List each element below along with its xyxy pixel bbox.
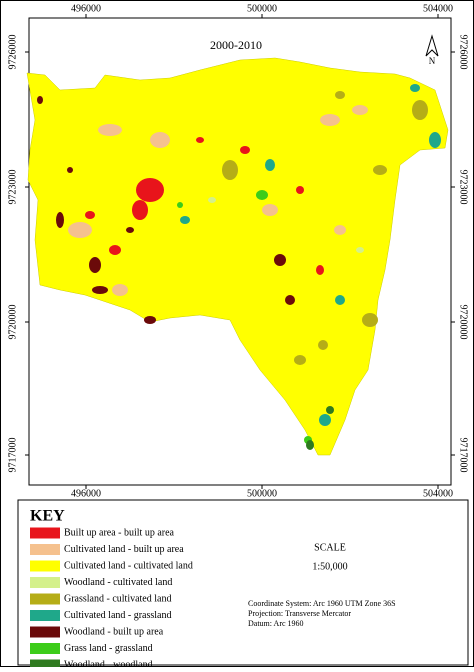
land-patch xyxy=(294,355,306,365)
legend-label: Cultivated land - built up area xyxy=(64,544,184,555)
legend-label: Woodland - woodland xyxy=(64,659,153,667)
land-patch xyxy=(319,414,331,426)
land-patch xyxy=(274,254,286,266)
land-patch xyxy=(240,146,250,154)
land-patch xyxy=(334,225,346,235)
y-coord-label: 9723000 xyxy=(458,170,469,205)
legend-label: Grassland - cultivated land xyxy=(64,593,171,604)
land-patch xyxy=(352,105,368,115)
land-patch xyxy=(373,165,387,175)
legend-swatch xyxy=(30,577,60,588)
scale-title: SCALE xyxy=(314,542,346,553)
legend-swatch xyxy=(30,659,60,671)
legend-swatch xyxy=(30,544,60,555)
land-patch xyxy=(306,440,314,450)
land-patch xyxy=(410,84,420,92)
legend-label: Built up area - built up area xyxy=(64,527,175,538)
legend-swatch xyxy=(30,527,60,539)
land-patch xyxy=(316,265,324,275)
legend-label: Cultivated land - cultivated land xyxy=(64,560,193,571)
legend-label: Grass land - grassland xyxy=(64,643,153,654)
legend-box xyxy=(17,499,469,666)
land-patch xyxy=(356,247,364,253)
y-coord-label: 9726000 xyxy=(7,35,18,70)
land-patch xyxy=(112,284,128,296)
land-patch xyxy=(85,211,95,219)
land-patch xyxy=(196,137,204,143)
land-patch xyxy=(320,114,340,126)
y-coord-label: 9720000 xyxy=(458,305,469,340)
x-coord-label: 504000 xyxy=(423,3,453,14)
x-coord-label: 500000 xyxy=(247,3,277,14)
scale-ratio: 1:50,000 xyxy=(312,561,347,572)
legend-swatch xyxy=(30,626,60,638)
land-patch xyxy=(180,216,190,224)
y-coord-label: 9717000 xyxy=(7,438,18,473)
north-label: N xyxy=(429,56,436,66)
legend-label: Woodland - cultivated land xyxy=(64,577,172,588)
land-patch xyxy=(89,257,101,273)
key-title: KEY xyxy=(30,508,65,525)
land-patch xyxy=(177,202,183,208)
land-patch xyxy=(150,132,170,148)
land-patch xyxy=(362,313,378,327)
land-patch xyxy=(222,160,238,180)
land-patches xyxy=(37,84,441,450)
legend-swatch xyxy=(30,610,60,621)
y-coord-label: 9726000 xyxy=(458,35,469,70)
land-patch xyxy=(296,186,304,194)
x-coord-label: 496000 xyxy=(71,3,101,14)
land-patch xyxy=(98,124,122,136)
land-patch xyxy=(67,167,73,173)
land-patch xyxy=(326,406,334,414)
land-patch xyxy=(136,178,164,202)
x-coord-label: 500000 xyxy=(247,488,277,499)
land-patch xyxy=(37,96,43,104)
legend-label: Woodland - built up area xyxy=(64,626,164,637)
land-patch xyxy=(262,204,278,216)
land-patch xyxy=(335,91,345,99)
land-patch xyxy=(132,200,148,220)
projection-text: Datum: Arc 1960 xyxy=(248,619,304,628)
legend-label: Cultivated land - grassland xyxy=(64,610,171,621)
projection-text: Coordinate System: Arc 1960 UTM Zone 36S xyxy=(248,599,396,608)
x-coord-label: 496000 xyxy=(71,488,101,499)
land-patch xyxy=(144,316,156,324)
legend-swatch xyxy=(30,593,60,605)
legend-swatch xyxy=(30,560,60,572)
map-title: 2000-2010 xyxy=(210,38,262,52)
land-patch xyxy=(335,295,345,305)
land-patch xyxy=(56,212,64,228)
projection-text: Projection: Transverse Mercator xyxy=(248,609,351,618)
north-arrow xyxy=(425,34,439,57)
x-coord-label: 504000 xyxy=(423,488,453,499)
land-patch xyxy=(412,100,428,120)
land-patch xyxy=(318,340,328,350)
land-patch xyxy=(126,227,134,233)
land-patch xyxy=(285,295,295,305)
land-patch xyxy=(109,245,121,255)
y-coord-label: 9717000 xyxy=(458,438,469,473)
land-patch xyxy=(68,222,92,238)
y-coord-label: 9720000 xyxy=(7,305,18,340)
land-patch xyxy=(429,132,441,148)
land-patch xyxy=(208,197,216,203)
land-patch xyxy=(256,190,268,200)
y-coord-label: 9723000 xyxy=(7,170,18,205)
land-patch xyxy=(92,286,108,294)
land-patch xyxy=(265,159,275,171)
study-area xyxy=(26,57,449,456)
legend-swatch xyxy=(30,643,60,654)
